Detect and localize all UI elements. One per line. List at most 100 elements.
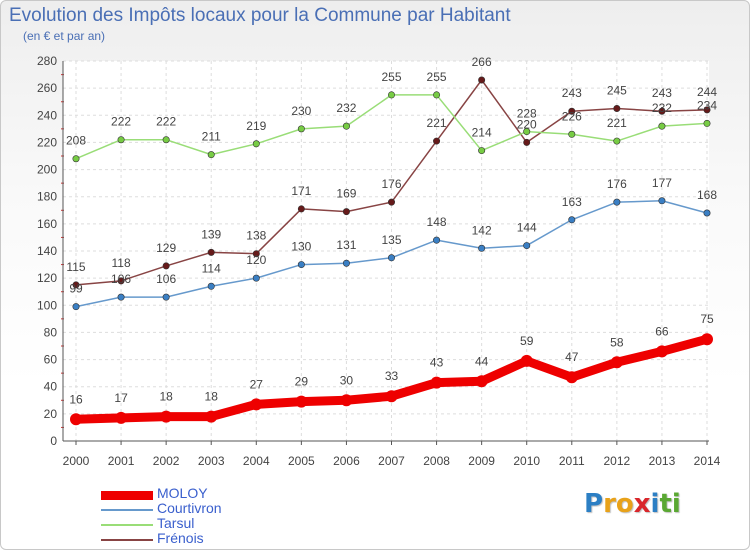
- data-label: 16: [69, 392, 83, 406]
- logo-letter: t: [659, 489, 672, 519]
- x-tick-label: 2009: [468, 454, 495, 468]
- data-label: 176: [381, 177, 401, 191]
- data-point: [387, 198, 395, 206]
- data-label: 144: [517, 221, 537, 235]
- data-label: 243: [562, 86, 582, 100]
- x-tick-label: 2013: [649, 454, 676, 468]
- data-point: [568, 216, 576, 224]
- data-point: [433, 91, 441, 99]
- data-point: [433, 236, 441, 244]
- data-label: 131: [336, 238, 356, 252]
- y-tick-label: 40: [44, 380, 58, 394]
- data-label: 163: [562, 195, 582, 209]
- legend-label: MOLOY: [157, 485, 208, 501]
- legend-swatch: [101, 509, 153, 511]
- data-label: 115: [66, 260, 85, 274]
- data-label: 177: [652, 176, 672, 190]
- legend-label: Frénois: [157, 530, 204, 546]
- data-point: [703, 106, 711, 114]
- data-point: [387, 254, 395, 262]
- x-tick-label: 2005: [288, 454, 315, 468]
- data-label: 245: [607, 84, 627, 98]
- data-point: [433, 137, 441, 145]
- data-point: [117, 293, 125, 301]
- data-label: 220: [517, 117, 537, 131]
- x-tick-label: 2014: [694, 454, 721, 468]
- data-label: 120: [246, 253, 266, 267]
- data-point: [701, 333, 713, 346]
- data-point: [658, 197, 666, 205]
- y-tick-label: 280: [37, 54, 57, 68]
- x-tick-label: 2001: [108, 454, 135, 468]
- data-label: 228: [517, 107, 537, 121]
- data-point: [117, 136, 125, 144]
- data-point: [340, 394, 353, 407]
- data-point: [610, 356, 623, 369]
- chart-title: Evolution des Impôts locaux pour la Comm…: [9, 5, 511, 26]
- legend-swatch: [101, 539, 153, 541]
- y-tick-label: 140: [37, 244, 57, 258]
- data-point: [115, 411, 128, 424]
- data-label: 139: [201, 227, 221, 241]
- data-point: [162, 262, 170, 270]
- logo-letter: r: [603, 489, 616, 519]
- logo-letter: i: [671, 489, 681, 519]
- x-tick-label: 2008: [423, 454, 450, 468]
- data-label: 30: [340, 373, 354, 387]
- data-point: [430, 376, 443, 389]
- legend-swatch: [101, 524, 153, 526]
- data-label: 222: [156, 115, 176, 129]
- data-label: 142: [472, 223, 492, 237]
- data-point: [568, 130, 576, 138]
- data-label: 148: [427, 215, 447, 229]
- data-label: 75: [700, 312, 714, 326]
- logo-letter: P: [584, 489, 604, 519]
- data-label: 266: [472, 55, 492, 69]
- data-label: 43: [430, 356, 444, 370]
- data-label: 138: [246, 229, 266, 243]
- data-point: [655, 345, 668, 358]
- plot-area: [63, 61, 709, 441]
- data-point: [250, 398, 263, 411]
- y-tick-label: 260: [37, 81, 57, 95]
- data-point: [162, 293, 170, 301]
- x-tick-label: 2012: [604, 454, 631, 468]
- data-point: [252, 274, 260, 282]
- x-tick-label: 2002: [153, 454, 180, 468]
- y-tick-label: 200: [37, 163, 57, 177]
- data-point: [342, 259, 350, 267]
- y-tick-label: 180: [37, 190, 57, 204]
- legend-label: Tarsul: [157, 515, 195, 531]
- chart-subtitle: (en € et par an): [23, 29, 106, 43]
- data-label: 255: [381, 70, 401, 84]
- y-tick-label: 60: [44, 353, 58, 367]
- legend-swatch: [101, 490, 153, 500]
- data-label: 27: [250, 377, 264, 391]
- data-point: [478, 76, 486, 84]
- data-label: 226: [562, 109, 582, 123]
- y-tick-label: 160: [37, 217, 57, 231]
- data-label: 47: [565, 350, 579, 364]
- data-label: 135: [381, 233, 401, 247]
- data-point: [658, 122, 666, 130]
- data-point: [387, 91, 395, 99]
- y-tick-label: 80: [44, 325, 58, 339]
- data-label: 106: [111, 272, 131, 286]
- x-tick-label: 2003: [198, 454, 225, 468]
- data-label: 219: [246, 119, 266, 133]
- data-label: 222: [111, 115, 131, 129]
- y-tick-label: 20: [44, 407, 58, 421]
- data-label: 232: [336, 101, 356, 115]
- data-point: [478, 244, 486, 252]
- proxiti-logo: Proxiti: [584, 489, 681, 519]
- data-point: [252, 140, 260, 148]
- data-label: 114: [202, 261, 221, 275]
- data-point: [207, 282, 215, 290]
- y-tick-label: 100: [37, 298, 57, 312]
- data-point: [703, 119, 711, 127]
- data-label: 234: [697, 98, 717, 112]
- data-point: [72, 155, 80, 163]
- data-point: [565, 371, 578, 384]
- data-point: [385, 390, 398, 403]
